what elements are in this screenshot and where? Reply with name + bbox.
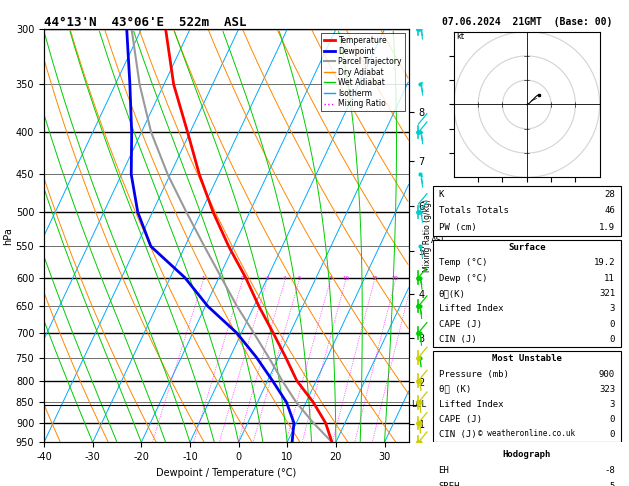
Text: 3: 3 (610, 400, 615, 409)
X-axis label: Dewpoint / Temperature (°C): Dewpoint / Temperature (°C) (157, 468, 296, 478)
Text: 44°13'N  43°06'E  522m  ASL: 44°13'N 43°06'E 522m ASL (44, 16, 247, 29)
Text: 900: 900 (599, 369, 615, 379)
Text: 11: 11 (604, 274, 615, 283)
Text: Surface: Surface (508, 243, 545, 252)
Text: 1: 1 (201, 276, 205, 280)
Text: 28: 28 (604, 190, 615, 199)
Text: 19.2: 19.2 (594, 259, 615, 267)
Text: 2: 2 (241, 276, 244, 280)
Text: 4: 4 (283, 276, 287, 280)
Text: © weatheronline.co.uk: © weatheronline.co.uk (478, 429, 576, 438)
Text: 10: 10 (342, 276, 349, 280)
Text: kt: kt (456, 32, 464, 41)
Text: 07.06.2024  21GMT  (Base: 00): 07.06.2024 21GMT (Base: 00) (442, 17, 612, 27)
Text: 8: 8 (328, 276, 332, 280)
Text: Pressure (mb): Pressure (mb) (438, 369, 508, 379)
Text: -8: -8 (604, 466, 615, 475)
Text: 20: 20 (392, 276, 399, 280)
Bar (433, 240, 621, 347)
Text: 321: 321 (599, 289, 615, 298)
Y-axis label: hPa: hPa (3, 227, 13, 244)
Text: 1.9: 1.9 (599, 223, 615, 232)
Text: 5: 5 (610, 482, 615, 486)
Text: CAPE (J): CAPE (J) (438, 415, 482, 424)
Text: CIN (J): CIN (J) (438, 335, 476, 344)
Text: 15: 15 (371, 276, 378, 280)
Text: CIN (J): CIN (J) (438, 430, 476, 439)
Text: 0: 0 (610, 415, 615, 424)
Text: Mixing Ratio (g/kg): Mixing Ratio (g/kg) (423, 199, 433, 272)
Bar (433, 447, 621, 486)
Text: K: K (438, 190, 444, 199)
Bar (433, 351, 621, 442)
Text: Temp (°C): Temp (°C) (438, 259, 487, 267)
Text: Lifted Index: Lifted Index (438, 400, 503, 409)
Text: Totals Totals: Totals Totals (438, 207, 508, 215)
Text: PW (cm): PW (cm) (438, 223, 476, 232)
Text: 46: 46 (604, 207, 615, 215)
Y-axis label: km
ASL: km ASL (431, 226, 447, 245)
Text: Most Unstable: Most Unstable (492, 354, 562, 364)
Text: SREH: SREH (438, 482, 460, 486)
Text: Dewp (°C): Dewp (°C) (438, 274, 487, 283)
Text: 0: 0 (610, 335, 615, 344)
Text: 323: 323 (599, 385, 615, 394)
Text: CAPE (J): CAPE (J) (438, 320, 482, 329)
Text: Lifted Index: Lifted Index (438, 304, 503, 313)
Text: Hodograph: Hodograph (503, 450, 551, 459)
Text: θᴇ (K): θᴇ (K) (438, 385, 470, 394)
Text: θᴇ(K): θᴇ(K) (438, 289, 465, 298)
Text: LCL: LCL (411, 400, 426, 409)
Text: 5: 5 (298, 276, 301, 280)
Text: 0: 0 (610, 320, 615, 329)
Text: 3: 3 (265, 276, 269, 280)
Text: EH: EH (438, 466, 449, 475)
Text: 3: 3 (610, 304, 615, 313)
Bar (433, 186, 621, 236)
Text: 0: 0 (610, 430, 615, 439)
Legend: Temperature, Dewpoint, Parcel Trajectory, Dry Adiabat, Wet Adiabat, Isotherm, Mi: Temperature, Dewpoint, Parcel Trajectory… (321, 33, 405, 111)
